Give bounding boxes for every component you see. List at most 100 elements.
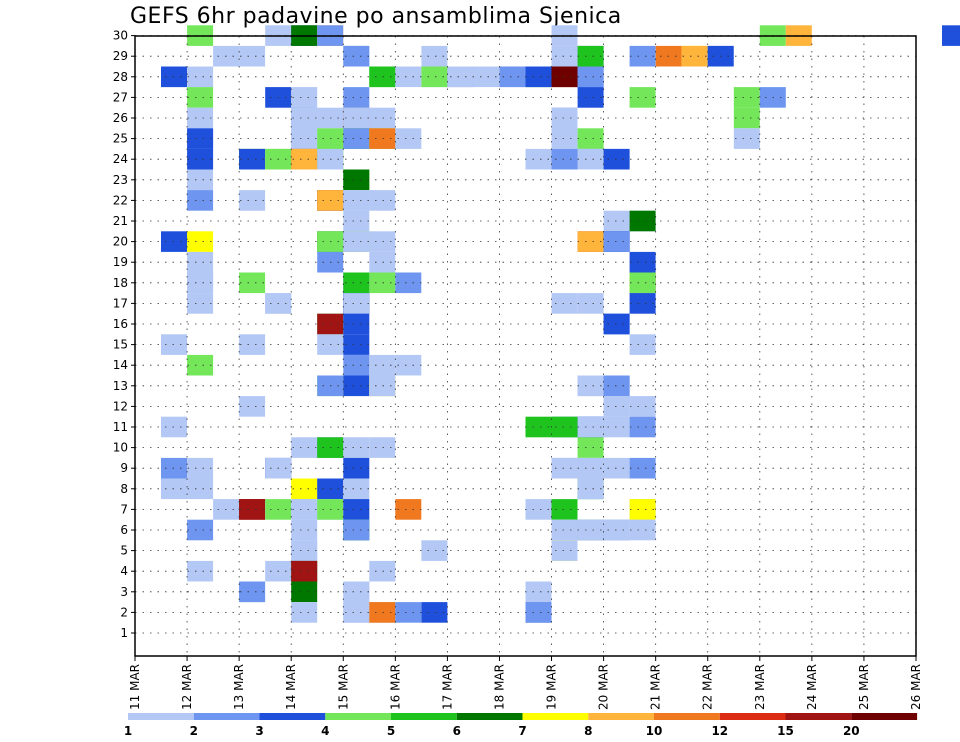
heatmap-cell bbox=[603, 148, 630, 170]
heatmap-cell bbox=[369, 354, 396, 376]
colorbar-swatch bbox=[719, 713, 786, 720]
heatmap-cell bbox=[681, 45, 708, 67]
y-tick-label: 15 bbox=[113, 338, 128, 352]
heatmap-cell bbox=[187, 107, 214, 129]
heatmap-cell bbox=[369, 602, 396, 623]
y-tick-label: 11 bbox=[113, 420, 128, 434]
heatmap-cell bbox=[369, 128, 396, 149]
x-tick-label: 24 MAR bbox=[805, 664, 819, 710]
x-tick-label: 13 MAR bbox=[232, 664, 246, 710]
heatmap-cell bbox=[603, 231, 630, 252]
colorbar-label: 8 bbox=[584, 724, 592, 738]
heatmap-cell bbox=[629, 334, 656, 355]
heatmap-cell bbox=[343, 210, 370, 232]
heatmap-cell bbox=[603, 210, 630, 232]
colorbar-label: 7 bbox=[518, 724, 526, 738]
heatmap-cell bbox=[629, 457, 656, 479]
heatmap-cell bbox=[603, 457, 630, 479]
y-tick-label: 7 bbox=[120, 502, 128, 516]
heatmap-cell bbox=[369, 272, 396, 294]
x-tick-label: 20 MAR bbox=[597, 664, 611, 710]
heatmap-cell bbox=[291, 519, 318, 541]
heatmap-cell bbox=[551, 293, 578, 314]
heatmap-cell bbox=[291, 602, 318, 623]
colorbar-label: 20 bbox=[843, 724, 860, 738]
y-tick-label: 29 bbox=[113, 49, 128, 63]
x-tick-label: 26 MAR bbox=[909, 664, 923, 710]
heatmap-cell bbox=[187, 251, 214, 273]
colorbar-swatch bbox=[325, 713, 392, 720]
heatmap-cell bbox=[187, 128, 214, 149]
colorbar-swatch bbox=[654, 713, 720, 720]
y-tick-label: 23 bbox=[113, 173, 128, 187]
heatmap-cell bbox=[343, 169, 370, 191]
heatmap-cell bbox=[421, 602, 448, 623]
heatmap-cell bbox=[369, 560, 396, 582]
heatmap-cell bbox=[369, 190, 396, 211]
heatmap-cell bbox=[187, 87, 214, 108]
heatmap-cell bbox=[603, 313, 630, 335]
heatmap-cell bbox=[343, 313, 370, 335]
heatmap-cell bbox=[577, 293, 604, 314]
y-axis: 1234567891011121314151617181920212223242… bbox=[113, 29, 135, 640]
colorbar-label: 2 bbox=[190, 724, 198, 738]
colorbar-swatch bbox=[785, 713, 852, 720]
heatmap-cell bbox=[395, 66, 422, 88]
heatmap-cell bbox=[551, 107, 578, 129]
heatmap-cell bbox=[551, 66, 578, 88]
heatmap-cell bbox=[187, 148, 214, 170]
heatmap-cell bbox=[291, 499, 318, 520]
heatmap-cell bbox=[291, 128, 318, 149]
heatmap-cell bbox=[343, 272, 370, 294]
colorbar-label: 1 bbox=[124, 724, 132, 738]
y-tick-label: 3 bbox=[120, 585, 128, 599]
x-tick-label: 25 MAR bbox=[857, 664, 871, 710]
heatmap-cell bbox=[395, 128, 422, 149]
heatmap-cell bbox=[577, 231, 604, 252]
y-tick-label: 20 bbox=[113, 235, 128, 249]
colorbar-swatch bbox=[851, 713, 918, 720]
heatmap-cell bbox=[187, 478, 214, 500]
heatmap-cell bbox=[629, 251, 656, 273]
y-tick-label: 21 bbox=[113, 214, 128, 228]
heatmap-cell bbox=[551, 540, 578, 561]
heatmap-cell bbox=[577, 87, 604, 108]
x-tick-label: 23 MAR bbox=[753, 664, 767, 710]
heatmap-cell bbox=[551, 45, 578, 67]
x-tick-label: 17 MAR bbox=[440, 664, 454, 710]
heatmap-cell bbox=[577, 437, 604, 458]
heatmap-cell bbox=[421, 66, 448, 88]
heatmap-cell bbox=[239, 396, 266, 417]
heatmap-cell bbox=[291, 148, 318, 170]
heatmap-cell bbox=[187, 169, 214, 191]
x-tick-label: 19 MAR bbox=[545, 664, 559, 710]
heatmap-cell bbox=[525, 416, 552, 438]
colorbar-label: 4 bbox=[321, 724, 329, 738]
heatmap-cell bbox=[187, 231, 214, 252]
y-tick-label: 28 bbox=[113, 70, 128, 84]
x-tick-label: 11 MAR bbox=[128, 664, 142, 710]
heatmap-cell bbox=[187, 354, 214, 376]
heatmap-cell bbox=[187, 272, 214, 294]
colorbar-swatch bbox=[588, 713, 655, 720]
heatmap-cells bbox=[161, 25, 960, 623]
y-tick-label: 17 bbox=[113, 296, 128, 310]
heatmap-cell bbox=[525, 602, 552, 623]
heatmap-cell bbox=[551, 519, 578, 541]
heatmap-cell bbox=[343, 478, 370, 500]
y-tick-label: 27 bbox=[113, 90, 128, 104]
plot-frame bbox=[134, 35, 917, 657]
heatmap-cell bbox=[733, 107, 760, 129]
heatmap-cell bbox=[525, 499, 552, 520]
heatmap-cell bbox=[187, 190, 214, 211]
x-tick-label: 15 MAR bbox=[336, 664, 350, 710]
colorbar-swatch bbox=[128, 713, 194, 720]
heatmap-cell bbox=[291, 540, 318, 561]
heatmap-cell bbox=[343, 581, 370, 603]
y-tick-label: 5 bbox=[120, 544, 128, 558]
colorbar-swatch bbox=[456, 713, 523, 720]
x-tick-label: 18 MAR bbox=[492, 664, 506, 710]
heatmap-cell bbox=[239, 148, 266, 170]
heatmap-cell bbox=[629, 499, 656, 520]
heatmap-cell bbox=[187, 293, 214, 314]
